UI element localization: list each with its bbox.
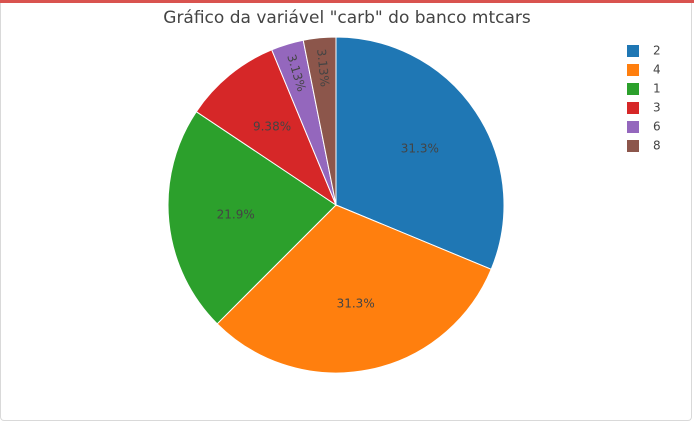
pie-percent-label-3: 9.38%: [253, 120, 291, 134]
pie-slices: [168, 37, 504, 373]
legend-item-3[interactable]: 3: [627, 101, 661, 115]
legend-label-2: 2: [653, 44, 661, 58]
legend-swatch-3: [627, 102, 639, 114]
legend-item-2[interactable]: 2: [627, 44, 661, 58]
legend-item-1[interactable]: 1: [627, 82, 661, 96]
legend-item-6[interactable]: 6: [627, 120, 661, 134]
legend[interactable]: 2 4 1 3 6 8: [627, 44, 661, 153]
legend-swatch-4: [627, 64, 639, 76]
pie-percent-label-2: 31.3%: [401, 141, 439, 155]
legend-label-6: 6: [653, 120, 661, 134]
legend-swatch-1: [627, 83, 639, 95]
pie-percent-label-1: 21.9%: [217, 207, 255, 221]
legend-item-4[interactable]: 4: [627, 63, 661, 77]
legend-label-3: 3: [653, 101, 661, 115]
legend-swatch-8: [627, 140, 639, 152]
legend-item-8[interactable]: 8: [627, 139, 661, 153]
legend-swatch-6: [627, 121, 639, 133]
legend-label-4: 4: [653, 63, 661, 77]
legend-label-8: 8: [653, 139, 661, 153]
legend-swatch-2: [627, 45, 639, 57]
legend-label-1: 1: [653, 82, 661, 96]
pie-percent-label-4: 31.3%: [337, 296, 375, 310]
